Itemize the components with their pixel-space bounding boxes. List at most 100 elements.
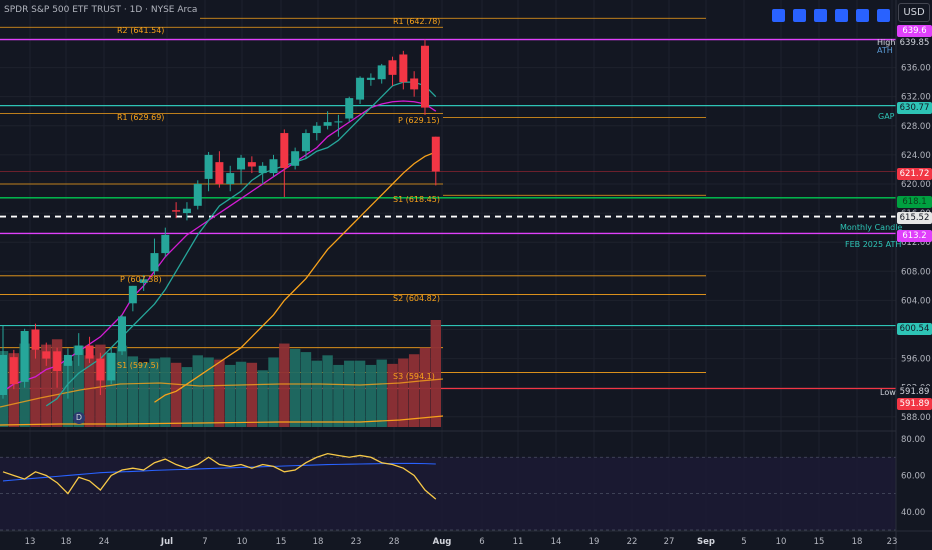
time-tick-label: 18 <box>852 537 863 547</box>
low-label: Low <box>880 388 896 397</box>
volume-bar <box>289 348 301 427</box>
time-tick-label: Jul <box>160 537 173 547</box>
price-tick-label: 624.00 <box>901 151 931 161</box>
time-tick-label: 28 <box>389 537 400 547</box>
candle-body <box>182 208 191 214</box>
high-label: High <box>877 38 896 47</box>
support-600-tag: 600.54 <box>897 323 932 335</box>
candle-body <box>237 157 246 170</box>
candle-body <box>269 159 278 174</box>
volume-bar <box>84 355 95 427</box>
rsi-tick-label: 60.00 <box>901 471 925 481</box>
candle-body <box>128 285 137 304</box>
s1-lower-label: S1 (597.5) <box>117 361 159 370</box>
price-tick-label: 604.00 <box>901 296 931 306</box>
volume-bar <box>192 355 203 427</box>
volume-bar <box>344 360 355 427</box>
candle-body <box>258 165 267 174</box>
s1-upper-label: S1 (618.45) <box>393 195 440 204</box>
time-tick-label: Aug <box>433 537 452 547</box>
ema-slow-line <box>154 151 437 403</box>
time-tick-label: 11 <box>513 537 524 547</box>
candle-body <box>377 65 386 80</box>
candle-body <box>42 351 51 359</box>
volume-ma2-line <box>0 415 444 426</box>
candle-body <box>301 133 310 152</box>
candle-body <box>399 54 408 83</box>
volume-bar <box>116 345 128 427</box>
volume-bar <box>225 364 236 427</box>
dashed-level-tag: 615.52 <box>897 212 932 224</box>
candle-body <box>63 354 72 366</box>
volume-bar <box>387 363 398 427</box>
candle-body <box>215 162 224 184</box>
time-tick-label: 10 <box>237 537 248 547</box>
magenta-low-tag: 613.2 <box>897 230 932 242</box>
candle-body <box>431 136 440 172</box>
candle-body <box>334 121 343 123</box>
symbol-title[interactable]: SPDR S&P 500 ETF TRUST · 1D · NYSE Arca <box>4 5 198 15</box>
price-tick-label: 608.00 <box>901 267 931 277</box>
candle-body <box>323 122 332 126</box>
feb-ath-label: FEB 2025 ATH <box>845 240 902 249</box>
chart-tool-icon-6[interactable] <box>877 9 890 22</box>
candle-body <box>356 77 365 100</box>
time-tick-label: 24 <box>99 537 110 547</box>
high-tag: 639.85 <box>897 37 932 49</box>
time-tick-label: 19 <box>589 537 600 547</box>
price-tick-label: 620.00 <box>901 180 931 190</box>
candle-body <box>0 354 7 395</box>
chart-tool-icon-1[interactable] <box>772 9 785 22</box>
ath-label: ATH <box>877 46 893 55</box>
volume-bar <box>279 343 290 427</box>
volume-bar <box>160 357 171 427</box>
time-tick-label: 14 <box>551 537 562 547</box>
green-level-tag: 618.1 <box>897 196 932 208</box>
candle-body <box>9 357 18 385</box>
candle-body <box>410 78 419 90</box>
volume-bar <box>300 352 312 427</box>
pivot-label: P (629.15) <box>398 116 440 125</box>
candle-body <box>366 77 375 80</box>
price-tick-label: 612.00 <box>901 238 931 248</box>
candle-body <box>193 183 202 206</box>
candle-body <box>172 210 181 212</box>
time-tick-label: 13 <box>25 537 36 547</box>
candle-body <box>280 133 289 168</box>
volume-bar <box>419 347 431 427</box>
volume-ma-line <box>0 378 444 408</box>
candle-body <box>247 162 256 167</box>
chart-tool-icon-3[interactable] <box>814 9 827 22</box>
candle-body <box>312 125 321 134</box>
gap-price-tag: 630.77 <box>897 102 932 114</box>
candle-body <box>204 154 213 179</box>
volume-bar <box>408 354 420 427</box>
chart-tool-icon-5[interactable] <box>856 9 869 22</box>
volume-bar <box>354 360 366 427</box>
chart-tool-icon-4[interactable] <box>835 9 848 22</box>
candle-body <box>150 253 159 272</box>
time-tick-label: 18 <box>313 537 324 547</box>
r1-lower-label: R1 (629.69) <box>117 113 165 122</box>
currency-button[interactable]: USD <box>898 3 930 22</box>
dividend-marker[interactable]: D <box>73 412 85 424</box>
price-tick-label: 628.00 <box>901 122 931 132</box>
candle-body <box>226 173 235 184</box>
r1-upper-label: R1 (642.78) <box>393 17 441 26</box>
candle-body <box>31 329 40 350</box>
volume-bar <box>170 362 182 427</box>
rsi-ma-line <box>2 462 436 482</box>
volume-bar <box>398 358 409 427</box>
candle-body <box>20 330 29 382</box>
candle-body <box>345 98 354 119</box>
price-tick-label: 596.00 <box>901 355 931 365</box>
low-tag-1: 591.89 <box>897 386 932 398</box>
volume-bar <box>181 367 193 427</box>
volume-bar <box>246 362 258 427</box>
chart-tool-icon-2[interactable] <box>793 9 806 22</box>
last-price-tag: 621.72 <box>897 168 932 180</box>
time-tick-label: 5 <box>741 537 746 547</box>
candle-body <box>420 45 429 108</box>
candle-body <box>74 345 83 355</box>
